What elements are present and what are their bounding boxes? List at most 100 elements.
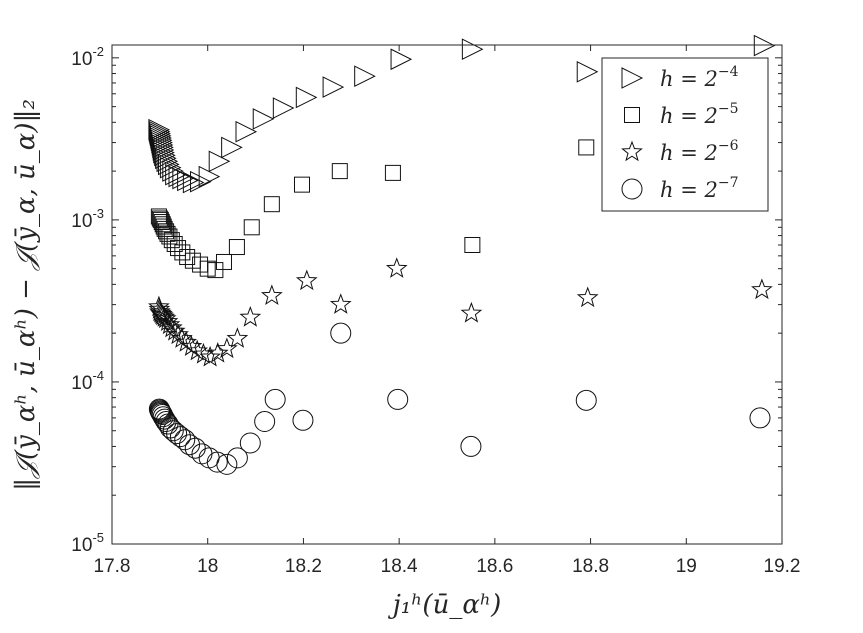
x-axis-ticks: 17.8 18 18.2 18.4 18.6 18.8 19 19.2 [94,45,801,577]
star-point [160,316,183,338]
y-tick-label: 10-4 [71,368,104,394]
star-point [192,342,215,364]
series-square [150,139,595,279]
square-point [158,223,175,240]
square-point [464,236,481,253]
star-point [158,313,181,335]
star-point [460,301,483,323]
square-point [228,239,245,256]
triangle-right-point [156,150,179,173]
square-point [170,240,187,257]
x-tick-label: 18.4 [381,556,418,577]
triangle-right-point [154,144,176,167]
x-tick-label: 17.8 [94,556,131,577]
triangle-right-point [221,136,243,159]
circle-point [226,447,248,469]
triangle-right-point [155,147,177,170]
triangle-right-point [182,171,205,194]
x-tick-label: 18 [197,556,218,577]
series-star [148,257,773,367]
star-point [171,327,193,348]
x-tick-label: 18.8 [572,556,609,577]
y-tick-label: 10-2 [71,44,104,70]
square-point [174,244,191,261]
square-point [207,262,224,279]
star-point [295,269,318,291]
circle-point [749,407,771,429]
square-point [243,219,260,236]
star-point [151,304,174,326]
star-point [199,345,221,367]
triangle-right-point [322,76,345,98]
star-point [148,300,171,322]
y-tick-label: 10-3 [71,206,104,232]
circle-point [254,411,276,433]
circle-point [387,388,409,410]
series-circle [148,322,771,475]
triangle-right-point [390,48,413,71]
circle-point [191,443,213,465]
circle-point [292,409,314,431]
x-tick-label: 18.2 [285,556,322,577]
star-point [149,301,172,323]
star-point [239,306,262,327]
legend-triangle-right-icon [621,67,644,89]
triangle-right-point [354,65,376,88]
legend-square-icon [624,107,640,123]
x-tick-label: 18.6 [476,556,513,577]
circle-point [179,434,201,456]
star-point [260,284,283,306]
star-point [751,278,773,300]
star-point [154,307,177,329]
square-point [384,164,401,181]
circle-point [152,406,174,428]
circle-point [206,451,228,473]
triangle-right-point [235,120,258,143]
square-point [263,196,280,213]
triangle-right-point [252,108,275,130]
circle-point [162,420,184,442]
y-tick-label: 10-5 [71,530,104,556]
series-triangle-right [148,34,776,194]
star-point [156,310,179,332]
plot-marks [148,34,776,475]
star-point [385,257,408,278]
triangle-right-point [272,97,295,119]
square-point [215,253,232,270]
triangle-right-point [461,38,484,61]
triangle-right-point [576,60,599,83]
square-point [331,163,348,180]
x-tick-label: 19 [676,556,697,577]
star-point [206,341,229,363]
legend-star-icon [621,140,643,162]
circle-point [460,435,482,457]
x-axis-title: j₁ʰ(ū_αʰ) [388,590,502,620]
square-point [578,139,595,156]
plot-frame [111,44,783,545]
circle-point [239,432,261,454]
circle-point [575,389,597,411]
triangle-right-point [153,141,175,164]
y-axis-title: ‖𝒥(ȳ_αʰ, ū_αʰ) − 𝒥(ȳ_α, ū_α)‖₂ [11,99,41,491]
legend: h = 2−4h = 2−5h = 2−6h = 2−7 [601,57,769,212]
triangle-right-point [190,170,212,193]
circle-point [184,437,206,459]
triangle-right-point [208,150,231,173]
star-point [226,327,249,348]
circle-point [264,388,286,410]
x-tick-label: 19.2 [764,556,801,577]
square-point [152,211,169,228]
legend-circle-icon [621,178,643,200]
legend-box [601,57,769,212]
circle-point [166,423,188,445]
star-point [329,293,352,314]
triangle-right-point [753,34,776,57]
circle-point [174,429,196,451]
circle-point [216,453,238,475]
triangle-right-point [157,153,180,176]
triangle-right-point [295,86,318,109]
triangle-right-point [177,169,199,192]
circle-point [169,426,191,448]
